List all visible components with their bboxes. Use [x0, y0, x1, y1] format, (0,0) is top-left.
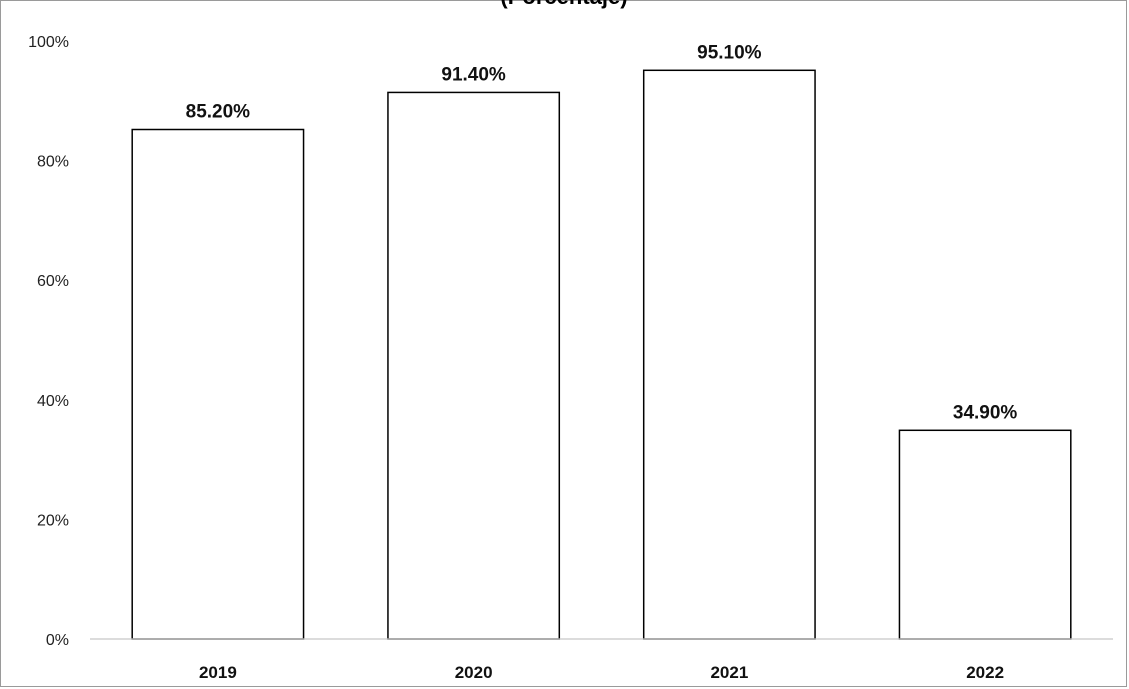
- x-tick-label: 2021: [710, 663, 748, 682]
- x-tick-label: 2020: [455, 663, 493, 682]
- y-tick-label: 40%: [37, 393, 69, 410]
- x-tick-label: 2019: [199, 663, 237, 682]
- y-axis: 0% 20% 40% 60% 80% 100%: [28, 34, 69, 649]
- bar-2022: [898, 429, 1072, 640]
- x-axis: 2019 2020 2021 2022: [199, 663, 1004, 682]
- y-tick-label: 0%: [46, 632, 69, 649]
- bar-2019: [131, 128, 305, 640]
- bar-2020: [387, 91, 561, 640]
- data-labels: 85.20% 91.40% 95.10% 34.90%: [186, 42, 1018, 423]
- bar-2021: [642, 69, 816, 640]
- data-label: 34.90%: [953, 402, 1018, 423]
- y-tick-label: 60%: [37, 273, 69, 290]
- y-tick-label: 20%: [37, 512, 69, 529]
- data-label: 91.40%: [441, 64, 506, 85]
- x-tick-label: 2022: [966, 663, 1004, 682]
- y-tick-label: 100%: [28, 34, 69, 51]
- chart-title: (Porcentaje): [500, 0, 627, 9]
- bars: [131, 69, 1072, 640]
- y-tick-label: 80%: [37, 154, 69, 171]
- data-label: 85.20%: [186, 102, 251, 123]
- data-label: 95.10%: [697, 42, 762, 63]
